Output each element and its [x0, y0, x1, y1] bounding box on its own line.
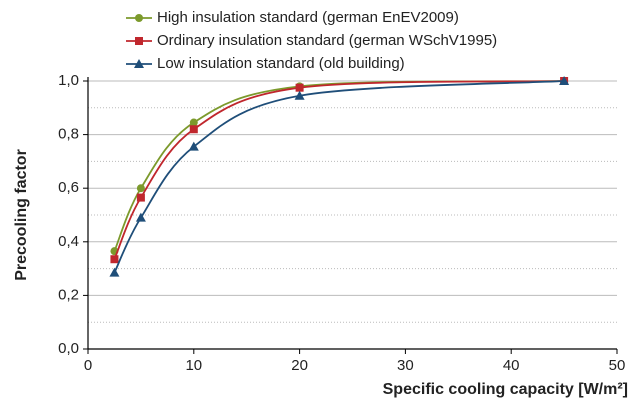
legend-marker: [135, 37, 143, 45]
legend-label: Ordinary insulation standard (german WSc…: [157, 32, 497, 49]
x-tick-label: 10: [185, 357, 202, 374]
x-tick-label: 20: [291, 357, 308, 374]
x-tick-label: 40: [503, 357, 520, 374]
marker: [188, 141, 199, 151]
y-tick-label: 0,4: [58, 233, 79, 250]
y-tick-label: 1,0: [58, 72, 79, 89]
marker: [110, 255, 119, 264]
series-line: [113, 80, 565, 274]
x-axis-label: Specific cooling capacity [W/m²]: [383, 381, 628, 398]
y-tick-label: 0,0: [58, 340, 79, 357]
marker: [109, 267, 120, 277]
y-tick-label: 0,6: [58, 179, 79, 196]
series-line: [113, 80, 565, 252]
x-tick-label: 0: [84, 357, 92, 374]
x-tick-label: 30: [397, 357, 414, 374]
legend-marker: [134, 59, 144, 68]
marker: [189, 118, 198, 127]
series-line: [113, 80, 565, 260]
marker: [136, 193, 145, 202]
marker: [135, 212, 146, 222]
marker: [559, 76, 570, 85]
legend-marker: [135, 14, 143, 22]
marker: [295, 83, 304, 92]
y-tick-label: 0,8: [58, 126, 79, 143]
legend-label: High insulation standard (german EnEV200…: [157, 9, 459, 26]
y-axis-label: Precooling factor: [13, 149, 30, 281]
legend-label: Low insulation standard (old building): [157, 55, 405, 72]
marker: [294, 90, 305, 100]
y-tick-label: 0,2: [58, 286, 79, 303]
x-tick-label: 50: [609, 357, 626, 374]
marker: [189, 125, 198, 134]
marker: [136, 184, 145, 193]
